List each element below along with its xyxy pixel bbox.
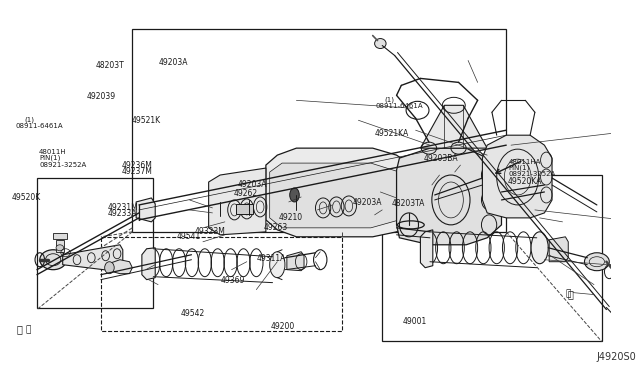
Ellipse shape xyxy=(374,39,386,48)
Text: 48203TA: 48203TA xyxy=(392,199,425,208)
Polygon shape xyxy=(483,135,552,218)
Text: Ⓝ: Ⓝ xyxy=(17,324,22,334)
Text: 49236M: 49236M xyxy=(122,161,152,170)
Text: 49323M: 49323M xyxy=(195,227,226,236)
Text: PIN(1): PIN(1) xyxy=(39,155,61,161)
Ellipse shape xyxy=(290,188,300,202)
Polygon shape xyxy=(287,252,304,271)
Text: 492039: 492039 xyxy=(86,92,115,101)
Polygon shape xyxy=(63,245,123,272)
Text: 08911-6461A: 08911-6461A xyxy=(376,103,423,109)
Text: 49233A: 49233A xyxy=(108,209,137,218)
Bar xyxy=(132,29,506,232)
Text: J4920S0: J4920S0 xyxy=(597,352,637,362)
Ellipse shape xyxy=(269,252,285,278)
Ellipse shape xyxy=(584,253,609,271)
Text: 49520KA: 49520KA xyxy=(508,177,542,186)
Bar xyxy=(236,204,253,214)
Text: 49203A: 49203A xyxy=(158,58,188,67)
Text: 49541: 49541 xyxy=(177,232,201,241)
Text: Ⓝ: Ⓝ xyxy=(567,289,573,299)
Text: 49203A: 49203A xyxy=(237,180,267,189)
Text: 49311A: 49311A xyxy=(257,254,287,263)
Ellipse shape xyxy=(40,250,67,270)
Polygon shape xyxy=(420,230,433,268)
Text: (1): (1) xyxy=(24,116,34,122)
Text: 49263: 49263 xyxy=(263,223,287,232)
Text: 48203T: 48203T xyxy=(95,61,124,70)
Text: 49210: 49210 xyxy=(278,213,303,222)
Polygon shape xyxy=(209,168,266,235)
Text: 49203BA: 49203BA xyxy=(424,154,458,163)
Text: 49369: 49369 xyxy=(220,276,245,285)
Text: 49542: 49542 xyxy=(180,310,205,318)
Polygon shape xyxy=(549,237,568,262)
Text: 49001: 49001 xyxy=(403,317,428,326)
Text: 49237M: 49237M xyxy=(122,167,152,176)
Text: 49262: 49262 xyxy=(234,189,258,198)
Text: 49521K: 49521K xyxy=(132,116,161,125)
Polygon shape xyxy=(420,105,487,148)
Bar xyxy=(56,240,63,252)
Text: 49231M: 49231M xyxy=(108,203,138,212)
Ellipse shape xyxy=(56,245,63,251)
Text: Ⓝ: Ⓝ xyxy=(566,289,571,298)
Ellipse shape xyxy=(531,232,548,264)
Ellipse shape xyxy=(613,314,625,324)
Polygon shape xyxy=(266,148,411,237)
Text: 49520K: 49520K xyxy=(12,193,41,202)
Text: Ⓝ: Ⓝ xyxy=(26,325,31,334)
Bar xyxy=(37,178,154,308)
Text: 48011H: 48011H xyxy=(39,149,67,155)
Text: 48011HA: 48011HA xyxy=(509,159,541,165)
Text: 49521KA: 49521KA xyxy=(375,129,409,138)
Polygon shape xyxy=(397,148,502,245)
Text: PIN(1): PIN(1) xyxy=(509,165,530,171)
Text: (1): (1) xyxy=(385,97,395,103)
Text: 08921-3252A: 08921-3252A xyxy=(509,171,556,177)
Polygon shape xyxy=(106,260,132,274)
Text: 49200: 49200 xyxy=(271,322,295,331)
Text: 08921-3252A: 08921-3252A xyxy=(39,162,86,168)
Text: 08911-6461A: 08911-6461A xyxy=(15,123,63,129)
Bar xyxy=(53,233,67,239)
Polygon shape xyxy=(136,198,156,222)
Polygon shape xyxy=(269,163,399,228)
Text: 49203A: 49203A xyxy=(353,198,383,207)
Bar xyxy=(101,237,342,331)
Bar xyxy=(382,175,602,341)
Polygon shape xyxy=(142,248,156,280)
Ellipse shape xyxy=(105,262,114,274)
